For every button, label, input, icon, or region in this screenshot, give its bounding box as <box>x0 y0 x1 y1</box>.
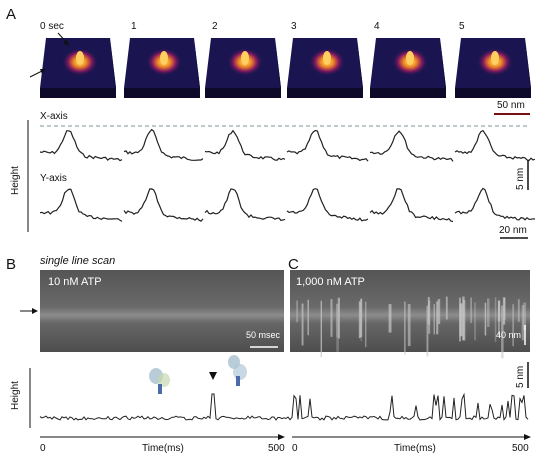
y-axis-label: Y-axis <box>40 173 67 184</box>
tick-c-start: 0 <box>292 443 298 454</box>
x-axis-trace <box>39 128 535 162</box>
kymo-arrow <box>20 308 38 314</box>
tick-c-end: 500 <box>512 443 529 454</box>
kymo-c-label: 1,000 nM ATP <box>296 276 365 288</box>
afm-frame-label-3: 3 <box>291 21 297 32</box>
height-label-a: Height <box>10 166 21 195</box>
time-axis-label-b: Time(ms) <box>142 443 184 454</box>
afm-frame-0 <box>40 38 116 98</box>
tick-b-start: 0 <box>40 443 46 454</box>
afm-frame-label-5: 5 <box>459 21 465 32</box>
afm-frame-label-0: 0 sec <box>40 21 64 32</box>
time-axis-b <box>40 434 285 440</box>
panel-label-b: B <box>6 256 17 273</box>
scale-label-50nm: 50 nm <box>497 100 525 111</box>
time-axis-c <box>292 434 531 440</box>
kymo-c-scale-label: 40 nm <box>496 330 522 340</box>
event-marker-triangle <box>209 372 217 380</box>
scale-label-5nm-b: 5 nm <box>515 365 526 388</box>
afm-frame-4 <box>370 38 446 98</box>
afm-frame-3 <box>287 38 363 98</box>
afm-frame-5 <box>455 38 531 98</box>
molecule-icon-1 <box>149 368 170 394</box>
time-axis-label-c: Time(ms) <box>394 443 436 454</box>
scale-label-5nm-a: 5 nm <box>515 167 526 190</box>
panel-label-a: A <box>6 6 17 23</box>
afm-frame-2 <box>205 38 281 98</box>
panel-label-c: C <box>288 256 299 273</box>
afm-frame-1 <box>124 38 200 98</box>
pointer-arrow-left <box>29 69 46 78</box>
afm-frame-label-4: 4 <box>374 21 380 32</box>
x-axis-label: X-axis <box>40 111 68 122</box>
line-scan-title: single line scan <box>40 255 116 267</box>
afm-frame-label-2: 2 <box>212 21 218 32</box>
height-label-b: Height <box>10 381 21 410</box>
kymo-b-scale-label: 50 msec <box>246 330 281 340</box>
molecule-icon-2 <box>228 355 247 386</box>
kymograph-b <box>40 270 284 352</box>
afm-frame-label-1: 1 <box>131 21 137 32</box>
kymo-b-label: 10 nM ATP <box>48 276 102 288</box>
pointer-arrow-top <box>57 32 69 46</box>
y-axis-trace <box>39 187 535 223</box>
tick-b-end: 500 <box>268 443 285 454</box>
scale-label-20nm: 20 nm <box>499 225 527 236</box>
bottom-height-trace <box>39 392 529 421</box>
kymograph-c-streaks <box>296 296 527 359</box>
